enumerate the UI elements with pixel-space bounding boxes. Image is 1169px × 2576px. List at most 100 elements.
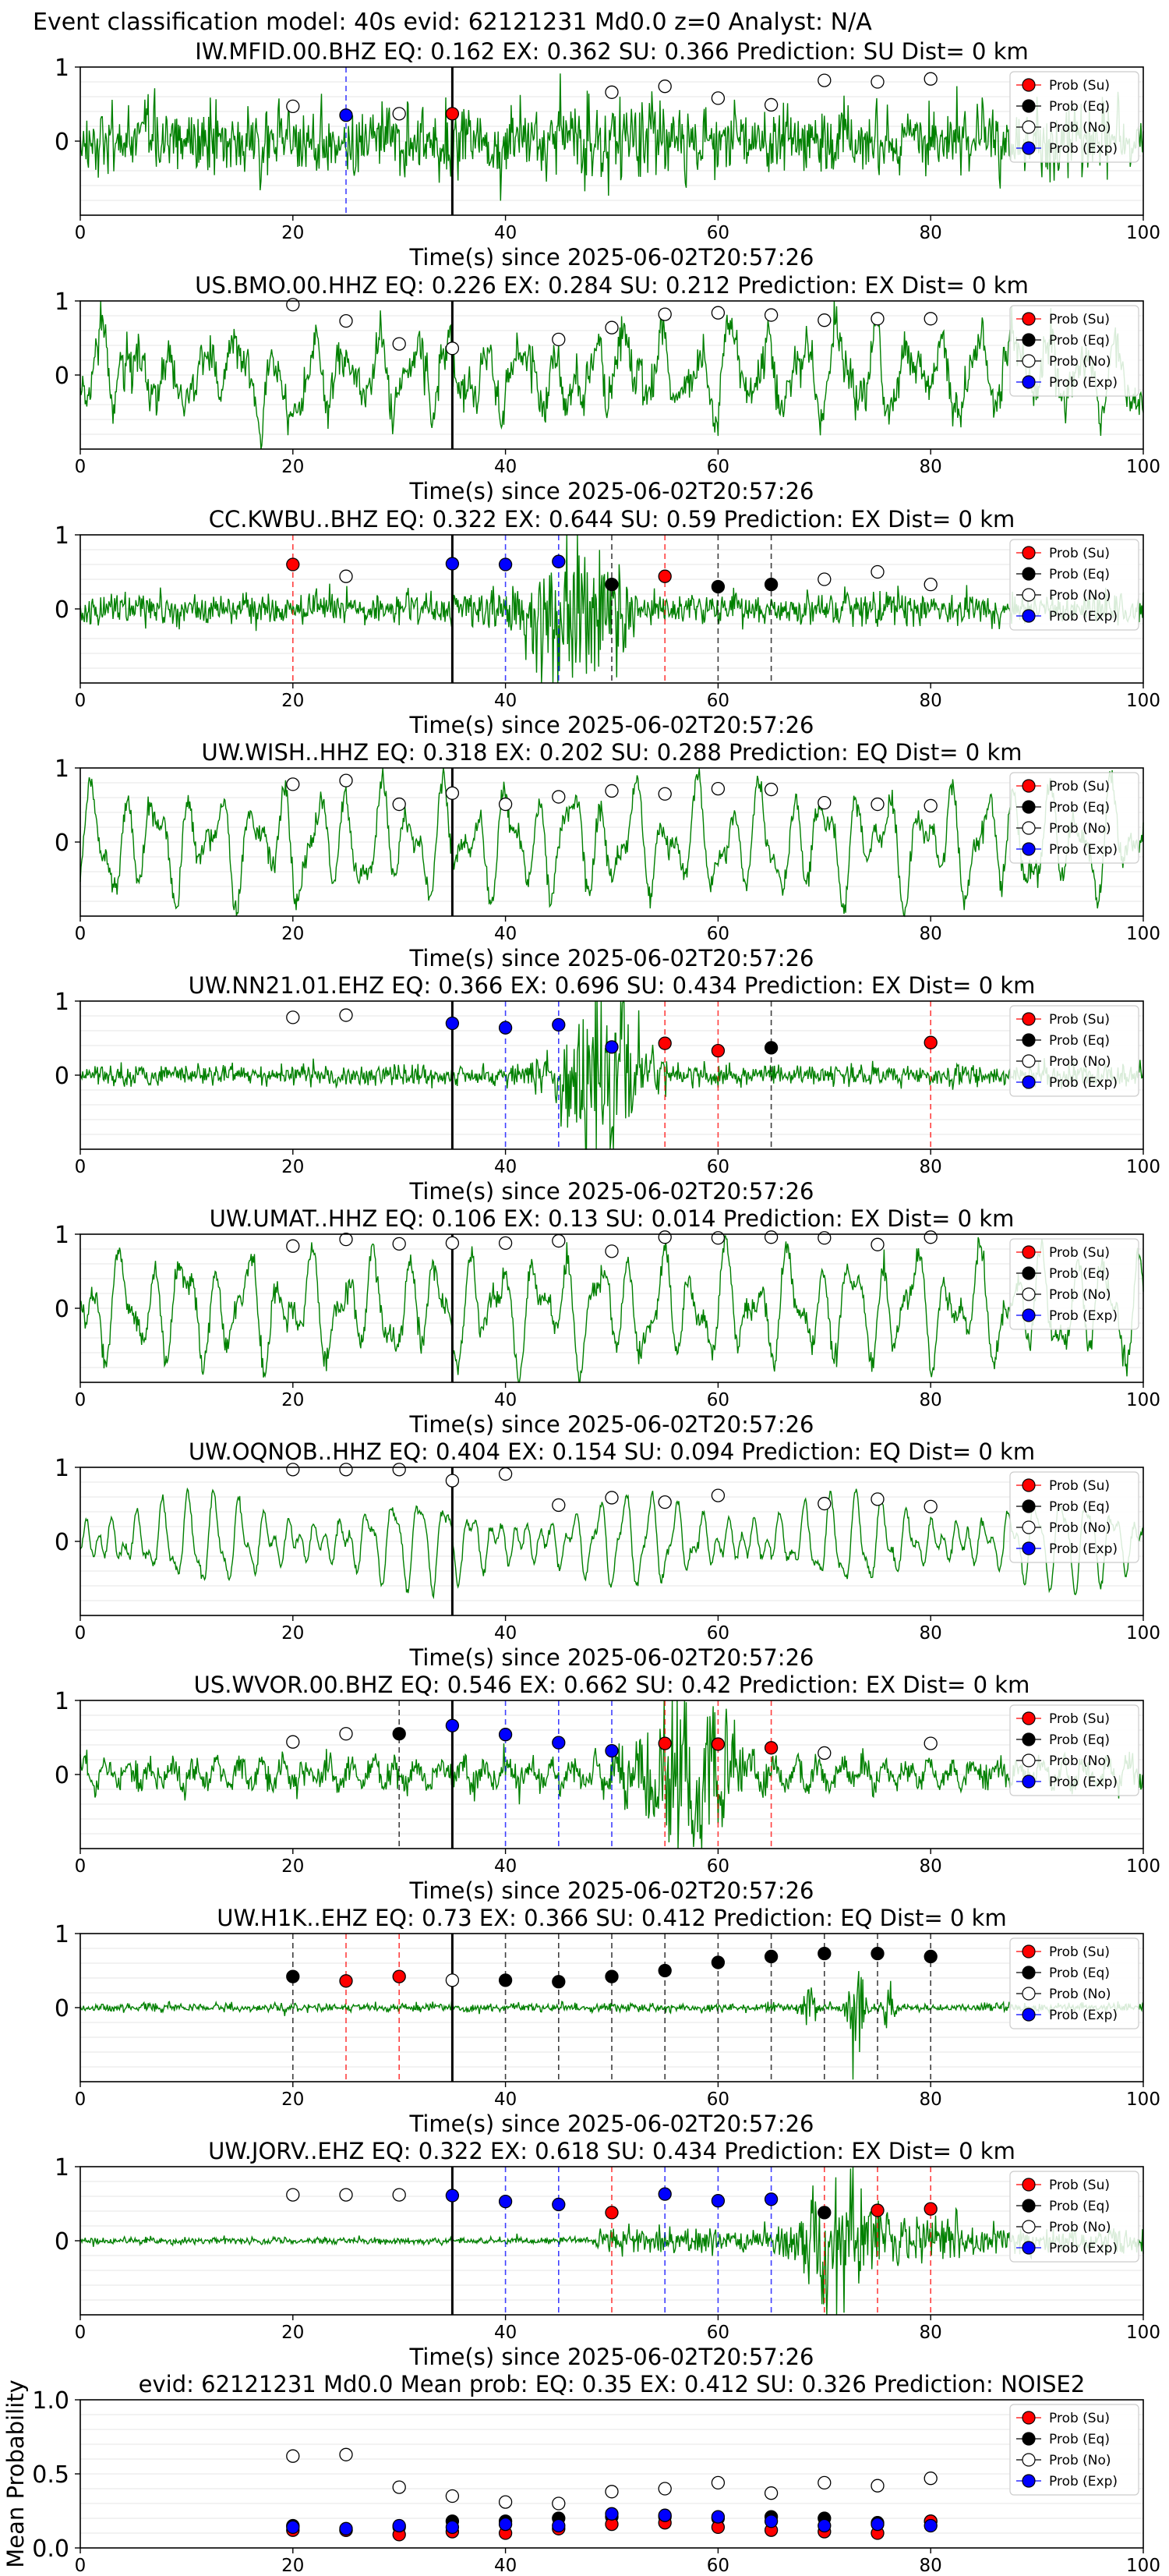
x-tick-label: 60 [707, 1623, 729, 1644]
y-tick-label: 0 [55, 129, 69, 156]
seismogram-trace [79, 73, 1144, 201]
legend-box [1009, 1937, 1139, 2029]
prob-point-su [658, 569, 672, 583]
prob-point-exp [764, 2192, 779, 2206]
x-tick-label: 100 [1126, 1157, 1160, 1177]
x-tick-label: 40 [494, 223, 517, 243]
prob-point-eq [605, 1969, 619, 1983]
prob-point-no [392, 337, 406, 351]
prob-point-no [818, 1746, 832, 1760]
prob-point-eq [871, 1946, 885, 1961]
prob-point-no [818, 1231, 832, 1245]
legend-marker-no [1022, 1520, 1036, 1534]
legend-box [1009, 1704, 1139, 1796]
prob-point-no [924, 1230, 938, 1244]
prob-point-no [871, 1492, 885, 1506]
legend-marker-eq [1022, 1966, 1036, 1980]
legend-marker-no [1022, 2220, 1036, 2234]
legend-label: Prob (Eq) [1049, 99, 1110, 115]
prob-point-no [552, 332, 566, 347]
seismogram-trace [79, 767, 1144, 918]
prob-point-no [286, 2188, 300, 2202]
prob-point-exp [445, 1016, 460, 1031]
x-tick-label: 100 [1126, 2089, 1160, 2110]
x-tick-label: 60 [707, 1856, 729, 1877]
x-tick-label: 20 [281, 1157, 304, 1177]
legend-marker-exp [1022, 2241, 1036, 2255]
prob-point-su [658, 1036, 672, 1050]
prob-point-exp [552, 1736, 566, 1750]
x-tick-label: 40 [494, 1856, 517, 1877]
seismogram-trace [79, 1000, 1144, 1150]
prob-point-no [658, 80, 672, 94]
x-tick-label: 0 [75, 2089, 87, 2110]
prob-point-exp [339, 108, 353, 122]
legend-box [1009, 305, 1139, 397]
prob-point-no [711, 1488, 726, 1502]
legend-label: Prob (Su) [1049, 312, 1110, 327]
prob-point-no [764, 97, 779, 112]
subplot-title: UW.H1K..EHZ EQ: 0.73 EX: 0.366 SU: 0.412… [217, 1905, 1006, 1931]
y-axis-label: Mean Probability [2, 2380, 29, 2568]
legend-label: Prob (Eq) [1049, 800, 1110, 816]
prob-point-no [286, 1239, 300, 1253]
prob-point-exp [286, 2520, 300, 2535]
x-tick-label: 100 [1126, 2556, 1160, 2573]
legend-marker-eq [1022, 1499, 1036, 1513]
legend-marker-no [1022, 354, 1036, 368]
legend-label: Prob (Su) [1049, 1944, 1110, 1960]
legend-marker-su [1022, 2178, 1036, 2192]
x-axis-label: Time(s) since 2025-06-02T20:57:26 [409, 1178, 814, 1205]
legend-label: Prob (Eq) [1049, 2199, 1110, 2214]
x-tick-label: 20 [281, 1390, 304, 1410]
prob-point-no [711, 2475, 726, 2490]
prob-point-exp [711, 2194, 726, 2208]
legend-marker-eq [1022, 99, 1036, 113]
y-tick-label: 1 [55, 522, 69, 550]
prob-point-no [445, 2489, 460, 2503]
prob-point-no [818, 313, 832, 327]
prob-point-eq [711, 1955, 726, 1969]
y-tick-label: 1 [55, 2154, 69, 2181]
legend-label: Prob (Exp) [1049, 1541, 1118, 1557]
figure-title: Event classification model: 40s evid: 62… [33, 9, 872, 36]
legend-marker-su [1022, 1711, 1036, 1725]
y-tick-label: 1 [55, 755, 69, 783]
prob-point-no [339, 773, 353, 787]
y-tick-label: 0 [55, 596, 69, 624]
seismogram-trace [79, 300, 1144, 450]
legend-marker-su [1022, 1012, 1036, 1026]
prob-point-exp [871, 2517, 885, 2532]
x-tick-label: 100 [1126, 924, 1160, 944]
legend-marker-su [1022, 2411, 1036, 2425]
prob-point-no [658, 307, 672, 321]
x-tick-label: 60 [707, 2323, 729, 2343]
prob-point-no [924, 72, 938, 86]
x-tick-label: 80 [920, 1157, 942, 1177]
prob-point-no [658, 2482, 672, 2496]
x-tick-label: 100 [1126, 457, 1160, 477]
subplot-panel: UW.WISH..HHZ EQ: 0.318 EX: 0.202 SU: 0.2… [55, 739, 1160, 971]
x-tick-label: 0 [75, 1856, 87, 1877]
subplot-title: US.BMO.00.HHZ EQ: 0.226 EX: 0.284 SU: 0.… [195, 272, 1029, 299]
legend-label: Prob (Su) [1049, 2411, 1110, 2426]
legend-label: Prob (Su) [1049, 1711, 1110, 1727]
prob-point-no [924, 798, 938, 813]
legend-box [1009, 1005, 1139, 1097]
legend-marker-exp [1022, 375, 1036, 389]
legend-label: Prob (Eq) [1049, 1266, 1110, 1282]
prob-point-su [711, 1737, 726, 1751]
x-tick-label: 0 [75, 223, 87, 243]
legend-label: Prob (No) [1049, 1054, 1111, 1070]
x-tick-label: 0 [75, 2323, 87, 2343]
prob-point-no [871, 564, 885, 579]
prob-point-no [605, 320, 619, 334]
prob-point-eq [658, 1963, 672, 1978]
x-tick-label: 0 [75, 1623, 87, 1644]
legend-label: Prob (No) [1049, 1287, 1111, 1303]
subplot-panel: UW.NN21.01.EHZ EQ: 0.366 EX: 0.696 SU: 0… [55, 972, 1160, 1205]
prob-point-no [764, 308, 779, 322]
prob-point-no [871, 797, 885, 812]
legend-marker-eq [1022, 333, 1036, 347]
